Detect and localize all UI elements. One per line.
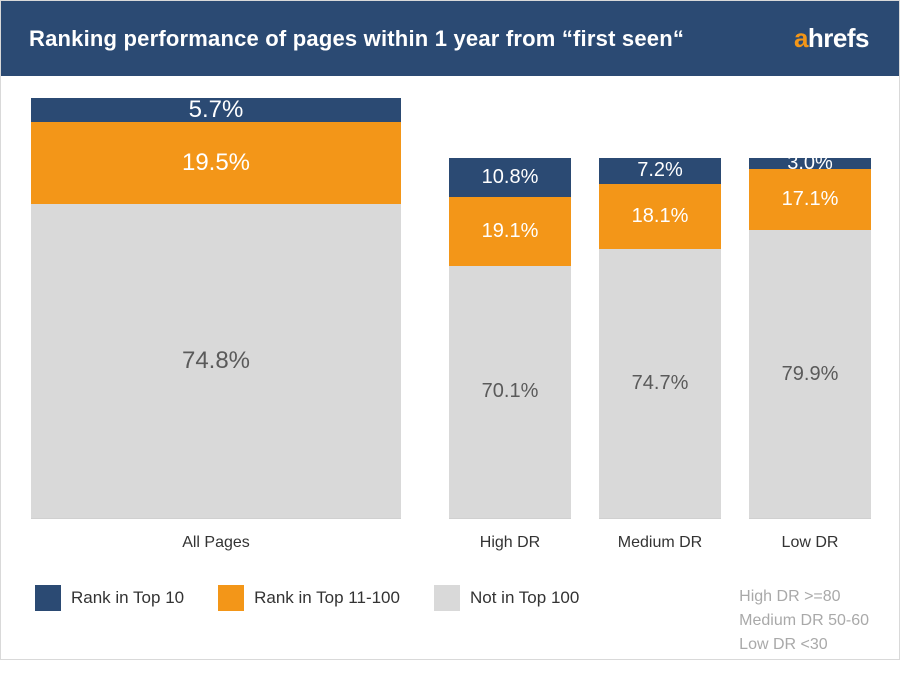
stacked-bar: 3.0%17.1%79.9%	[749, 158, 871, 518]
chart-legend: Rank in Top 10 Rank in Top 11-100 Not in T…	[35, 585, 579, 611]
legend-item-not100: Not in Top 100	[434, 585, 579, 611]
chart-header: Ranking performance of pages within 1 ye…	[1, 1, 899, 76]
definition-line: High DR >=80	[739, 585, 869, 609]
definition-line: Low DR <30	[739, 633, 869, 657]
stacked-bar: 10.8%19.1%70.1%	[449, 158, 571, 518]
bar-segment-not100: 74.8%	[31, 204, 401, 518]
legend-swatch	[218, 585, 244, 611]
column: 7.2%18.1%74.7% Medium DR	[599, 158, 721, 557]
logo-a-letter: a	[794, 23, 808, 53]
bar-segment-not100: 74.7%	[599, 249, 721, 518]
chart-plot-area: 5.7%19.5%74.8% All Pages 10.8%19.1%70.1% Hi…	[1, 76, 899, 563]
bar-segment-top10: 7.2%	[599, 158, 721, 184]
chart-frame: Ranking performance of pages within 1 ye…	[0, 0, 900, 660]
category-label: Low DR	[782, 529, 839, 557]
column: 5.7%19.5%74.8% All Pages	[31, 98, 401, 557]
legend-swatch	[35, 585, 61, 611]
axis-baseline	[599, 518, 721, 519]
bar-segment-top100: 19.1%	[449, 197, 571, 266]
stacked-bar: 7.2%18.1%74.7%	[599, 158, 721, 518]
bar-segment-top100: 17.1%	[749, 169, 871, 231]
ahrefs-logo: ahrefs	[794, 23, 869, 54]
definition-line: Medium DR 50-60	[739, 609, 869, 633]
legend-item-top10: Rank in Top 10	[35, 585, 184, 611]
axis-baseline	[749, 518, 871, 519]
legend-item-top100: Rank in Top 11-100	[218, 585, 400, 611]
column: 3.0%17.1%79.9% Low DR	[749, 158, 871, 557]
category-label: Medium DR	[618, 529, 702, 557]
legend-label: Rank in Top 10	[71, 588, 184, 608]
dr-definitions: High DR >=80Medium DR 50-60Low DR <30	[739, 585, 869, 657]
chart-footer: Rank in Top 10 Rank in Top 11-100 Not in T…	[1, 563, 899, 679]
bar-segment-not100: 79.9%	[749, 230, 871, 518]
stacked-bar: 5.7%19.5%74.8%	[31, 98, 401, 518]
bar-segment-not100: 70.1%	[449, 266, 571, 518]
legend-label: Rank in Top 11-100	[254, 588, 400, 608]
legend-swatch	[434, 585, 460, 611]
category-label: All Pages	[182, 529, 250, 557]
axis-baseline	[31, 518, 401, 519]
bar-segment-top100: 18.1%	[599, 184, 721, 249]
bar-segment-top10: 3.0%	[749, 158, 871, 169]
chart-title: Ranking performance of pages within 1 ye…	[29, 26, 684, 52]
bar-segment-top100: 19.5%	[31, 122, 401, 204]
legend-label: Not in Top 100	[470, 588, 579, 608]
column-group-main: 5.7%19.5%74.8% All Pages	[31, 98, 401, 557]
column-group-sub: 10.8%19.1%70.1% High DR 7.2%18.1%74.7% Medi…	[449, 98, 871, 557]
column: 10.8%19.1%70.1% High DR	[449, 158, 571, 557]
logo-rest: hrefs	[808, 23, 869, 53]
bar-segment-top10: 5.7%	[31, 98, 401, 122]
axis-baseline	[449, 518, 571, 519]
bar-segment-top10: 10.8%	[449, 158, 571, 197]
category-label: High DR	[480, 529, 540, 557]
